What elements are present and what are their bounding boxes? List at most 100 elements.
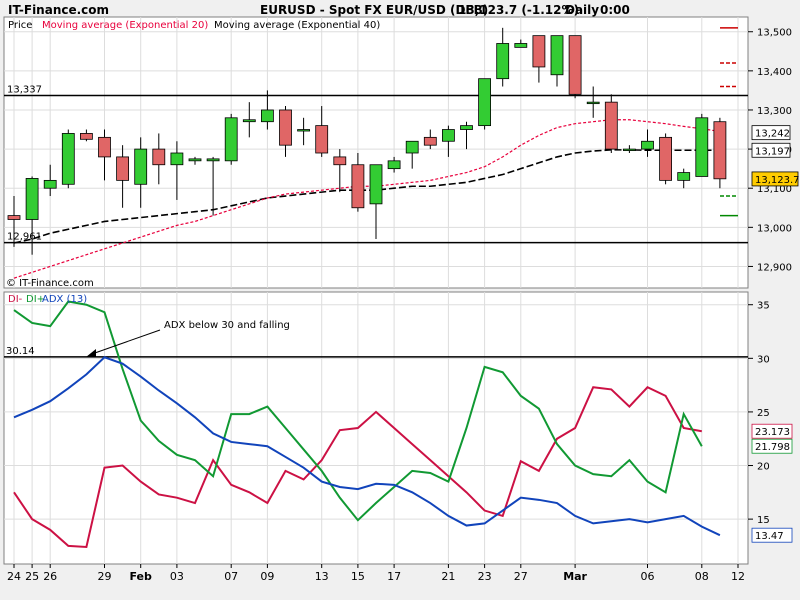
adx-last-value: 21.798	[755, 442, 790, 453]
candle-body	[604, 101, 618, 150]
candle-body	[333, 156, 347, 166]
time-tick-label: 08	[695, 570, 709, 583]
time-tick-label: 03	[170, 570, 184, 583]
candlesticks	[7, 27, 727, 255]
candle-body	[134, 148, 148, 185]
price-tick-label: 13,000	[757, 223, 792, 234]
candle-body	[478, 78, 492, 127]
candle-body	[206, 158, 220, 162]
adx-tick-label: 30	[757, 354, 770, 365]
price-tick-label: 13,500	[757, 28, 792, 39]
price-tick-label: 13,100	[757, 184, 792, 195]
price-value-label: 13,242	[755, 129, 790, 140]
price-value-box	[751, 171, 799, 187]
candle-body	[460, 125, 473, 130]
candle-body	[568, 35, 582, 95]
candle-body	[586, 101, 600, 105]
time-tick-label: 23	[478, 570, 492, 583]
candle-body	[550, 35, 564, 76]
adx-last-value: 13.47	[755, 531, 784, 542]
adx-line	[13, 356, 721, 537]
ema40-line	[13, 149, 720, 244]
price-level-label: 12,961	[7, 232, 42, 243]
time-tick-label: 13	[315, 570, 329, 583]
time-tick-label: 27	[514, 570, 528, 583]
price-tick-label: 12,900	[757, 262, 792, 273]
brand-title: IT-Finance.com	[8, 3, 109, 17]
time-tick-label: Mar	[563, 570, 587, 583]
candle-body	[43, 179, 57, 189]
candle-body	[423, 136, 437, 146]
candle-body	[641, 140, 654, 150]
candle-body	[532, 35, 546, 68]
time-tick-label: Feb	[129, 570, 152, 583]
candle-body	[116, 156, 129, 181]
candle-body	[260, 109, 274, 123]
candle-body	[188, 158, 202, 162]
legend-ema20: Moving average (Exponential 20)	[42, 20, 208, 31]
moving-averages	[13, 119, 720, 279]
price-level-label: 13,337	[7, 84, 42, 95]
candle-body	[279, 109, 292, 146]
di-minus-line	[13, 386, 702, 549]
candle-body	[224, 117, 238, 162]
ema20-line	[13, 119, 720, 279]
price-value-box	[751, 142, 791, 158]
price-panel	[3, 16, 749, 289]
time-tick-label: 24	[7, 570, 21, 583]
quote-value: 13,123.7 (-1.12%)	[458, 3, 579, 17]
adx-panel	[3, 291, 749, 565]
adx-tick-label: 15	[757, 515, 770, 526]
candle-body	[623, 148, 636, 151]
period-label: Daily	[565, 3, 599, 17]
candle-body	[496, 43, 510, 80]
time-tick-label: 21	[441, 570, 455, 583]
price-value-box	[751, 125, 791, 141]
legend-ema40: Moving average (Exponential 40)	[214, 20, 380, 31]
adx-last-box	[751, 423, 793, 439]
candle-body	[242, 119, 256, 123]
time-tick-label: 17	[387, 570, 401, 583]
adx-series-lines	[13, 300, 721, 549]
candle-body	[659, 136, 672, 181]
di-plus-line	[13, 300, 703, 522]
candle-body	[152, 148, 166, 166]
legend-di-minus: DI-	[8, 294, 23, 305]
time-tick-label: 07	[224, 570, 238, 583]
time-axis: 24 25 26 29 Feb 03 07 09 13 15 17 21 23 27 Mar 06 08 12	[7, 564, 745, 583]
adx-axis: 15 20 25 30 35	[748, 301, 770, 526]
candle-body	[98, 136, 111, 158]
candle-body	[297, 129, 311, 132]
candle-body	[351, 164, 365, 209]
candle-body	[315, 125, 329, 154]
price-value-label: 13,123.7	[755, 175, 800, 186]
candle-body	[441, 129, 455, 142]
candle-body	[25, 178, 39, 220]
time-label: 0:00	[600, 3, 630, 17]
price-value-label: 13,197	[755, 146, 790, 157]
legend-price: Price	[8, 20, 32, 31]
candle-body	[713, 121, 727, 180]
candle-body	[369, 164, 383, 205]
annotation-arrow	[91, 329, 161, 355]
legend-adx: ADX (13)	[42, 294, 87, 305]
candle-body	[514, 43, 528, 48]
candle-body	[405, 140, 419, 154]
price-right-markers: 13,242 13,197 13,123.7	[720, 27, 800, 217]
adx-last-values: 23.173 21.798 13.47	[751, 423, 793, 543]
time-tick-label: 26	[43, 570, 57, 583]
candle-body	[677, 172, 691, 181]
candle-body	[387, 160, 401, 170]
adx-last-box	[751, 527, 793, 543]
candle-body	[170, 152, 184, 166]
time-tick-label: 15	[351, 570, 365, 583]
time-tick-label: 25	[25, 570, 39, 583]
annotation-arrowhead	[86, 349, 96, 357]
price-tick-label: 13,300	[757, 106, 792, 117]
adx-last-box	[751, 438, 793, 454]
candle-body	[80, 133, 93, 140]
time-tick-label: 29	[98, 570, 112, 583]
adx-last-value: 23.173	[755, 427, 790, 438]
adx-threshold-label: 30.14	[6, 346, 35, 357]
